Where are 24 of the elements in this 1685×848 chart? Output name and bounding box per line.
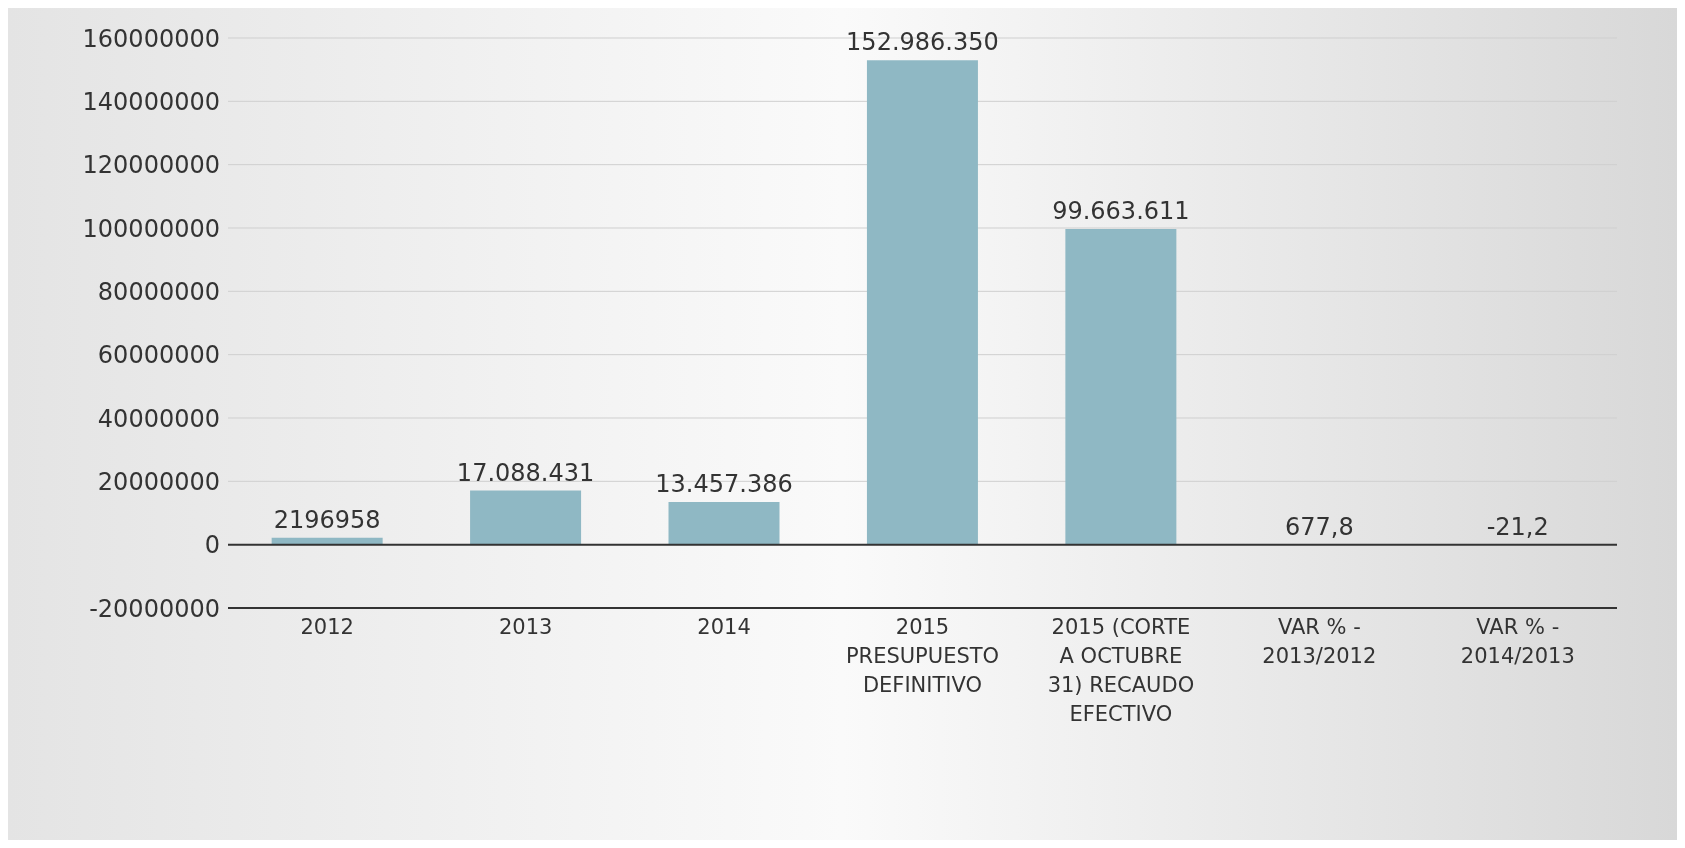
y-tick-label: 120000000 [82, 151, 220, 180]
x-tick-label: 2015 (CORTE A OCTUBRE 31) RECAUDO EFECTIVO [1047, 615, 1195, 726]
y-tick-label: 40000000 [97, 404, 220, 433]
y-tick-label: 0 [204, 531, 220, 560]
y-tick-label: 160000000 [82, 24, 220, 53]
x-tick-label: 2013 [498, 615, 553, 639]
data-label: 2196958 [273, 505, 381, 534]
y-tick-label: 80000000 [97, 277, 220, 306]
data-label: 99.663.611 [1052, 197, 1190, 226]
y-tick-label: 60000000 [97, 341, 220, 370]
x-tick-label: VAR % - 2013/2012 [1262, 615, 1377, 668]
x-tick-label: 2015 PRESUPUESTO DEFINITIVO [845, 615, 1000, 697]
data-label: 13.457.386 [655, 470, 793, 499]
y-tick-label: 20000000 [97, 467, 220, 496]
data-label: 17.088.431 [456, 458, 595, 487]
y-tick-label: 100000000 [82, 214, 220, 243]
data-label: -21,2 [1486, 512, 1549, 541]
data-label: 677,8 [1284, 512, 1354, 541]
x-tick-label: VAR % - 2014/2013 [1460, 615, 1575, 668]
y-tick-label: 140000000 [82, 87, 220, 116]
y-tick-label: -20000000 [89, 594, 220, 623]
x-tick-label: 2012 [300, 615, 354, 639]
x-tick-label: 2014 [697, 615, 751, 639]
data-label: 152.986.350 [846, 28, 999, 57]
